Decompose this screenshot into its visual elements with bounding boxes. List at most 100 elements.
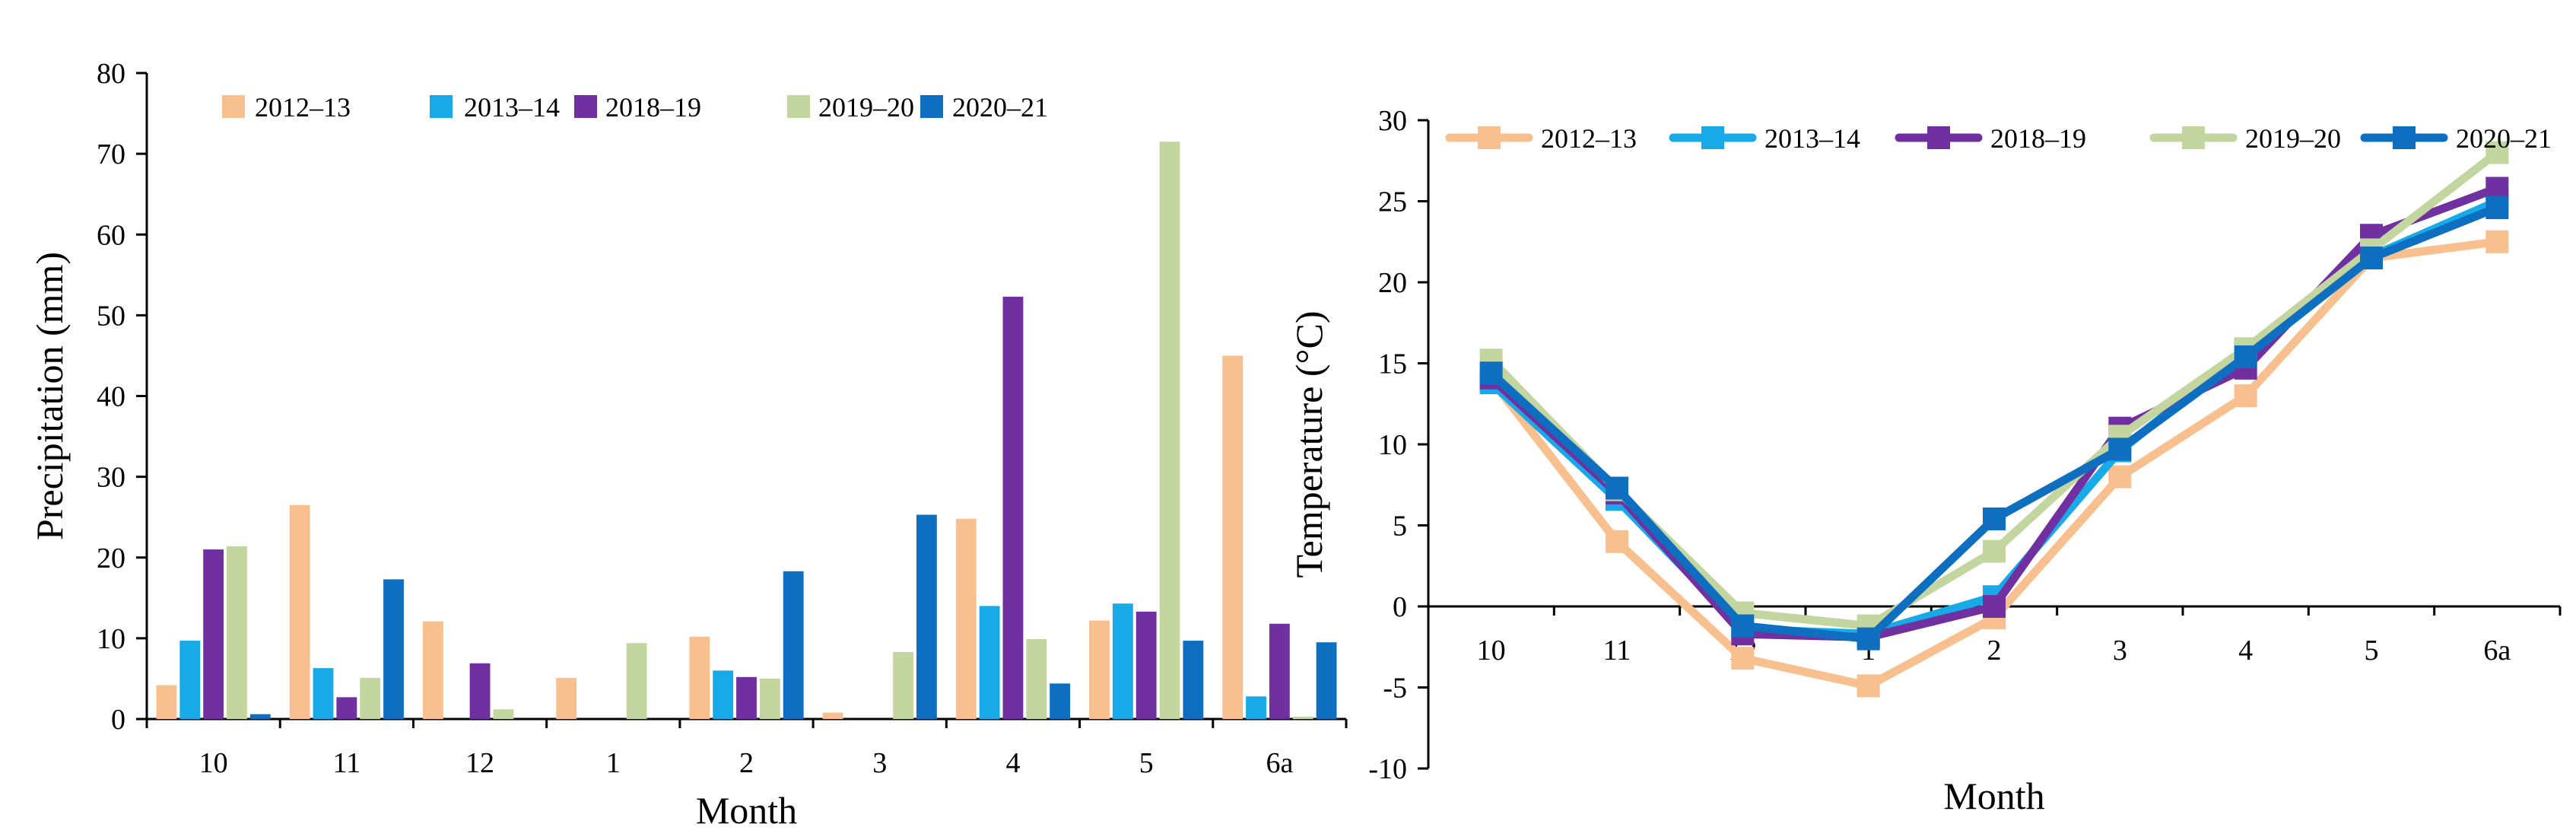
data-point (2485, 196, 2509, 220)
y-tick-label: 20 (1378, 267, 1407, 299)
y-tick-label: 80 (97, 58, 125, 90)
bar (1136, 611, 1157, 719)
legend-label: 2020–21 (2456, 123, 2552, 154)
bar (689, 636, 710, 719)
y-tick-label: 20 (97, 542, 125, 574)
bar (493, 709, 514, 719)
legend-label: 2013–14 (464, 92, 560, 123)
data-point (1857, 627, 1880, 651)
y-tick-label: 15 (1378, 348, 1407, 380)
bar (313, 668, 334, 719)
data-point (1983, 539, 2006, 563)
legend: 2012–13 2013–14 2018–19 2019–20 2020–21 (222, 92, 1048, 123)
legend-marker (1701, 126, 1724, 149)
bar (783, 571, 804, 719)
x-tick-label: 11 (1603, 635, 1631, 667)
bar (736, 676, 757, 719)
legend-marker (2182, 126, 2205, 149)
data-point (1857, 674, 1880, 698)
x-tick-label: 11 (333, 747, 361, 779)
x-tick-label: 5 (1139, 747, 1154, 779)
x-tick-label: 10 (1477, 635, 1506, 667)
bar (1026, 638, 1047, 719)
legend-marker (2393, 126, 2416, 149)
legend-swatch (574, 95, 597, 118)
bar (759, 678, 780, 719)
x-tick-label: 2 (739, 747, 754, 779)
bar (249, 714, 271, 719)
temperature-chart: -10-5051015202530101112123456aMonthTempe… (1288, 105, 2562, 817)
legend: 2012–13 2013–14 2018–19 2019–20 2020–21 (1445, 123, 2552, 154)
bar (916, 514, 937, 719)
legend-swatch (222, 95, 245, 118)
legend-label: 2012–13 (255, 92, 351, 123)
legend-label: 2020–21 (952, 92, 1048, 123)
bar (1089, 620, 1110, 719)
data-point (1606, 530, 1628, 553)
y-tick-label: 10 (1378, 429, 1407, 461)
data-point (2485, 177, 2509, 200)
y-tick-label: 0 (111, 704, 125, 736)
bar (1050, 683, 1071, 719)
bar (1002, 296, 1024, 719)
x-tick-label: 4 (2238, 635, 2253, 667)
bar (422, 621, 443, 719)
x-tick-label: 4 (1005, 747, 1020, 779)
y-tick-label: 30 (97, 462, 125, 494)
bar (1159, 142, 1180, 720)
x-tick-label: 5 (2365, 635, 2379, 667)
data-point (2485, 230, 2509, 253)
data-point (2108, 465, 2132, 488)
bar (203, 549, 224, 719)
x-tick-label: 3 (872, 747, 887, 779)
legend-label: 2018–19 (605, 92, 701, 123)
y-tick-label: 50 (97, 300, 125, 332)
bar (156, 685, 177, 719)
x-tick-label: 6a (1266, 747, 1293, 779)
data-point (1606, 476, 1628, 500)
legend-label: 2018–19 (1990, 123, 2086, 154)
y-axis-title: Temperature (°C) (1288, 310, 1330, 578)
data-point (1479, 361, 1503, 385)
legend-swatch (787, 95, 810, 118)
bar (556, 677, 577, 719)
data-point (1983, 595, 2006, 618)
bar (383, 579, 404, 719)
bar (179, 641, 201, 719)
y-tick-label: -5 (1383, 673, 1407, 705)
y-tick-label: 10 (97, 623, 125, 655)
y-tick-label: 30 (1378, 105, 1407, 137)
bar (1246, 696, 1266, 719)
x-tick-label: 2 (1987, 635, 2002, 667)
bar (289, 504, 310, 719)
data-point (2234, 384, 2257, 408)
x-tick-label: 10 (199, 747, 228, 779)
data-point (1731, 647, 1755, 670)
y-tick-label: 40 (97, 381, 125, 413)
data-point (1983, 507, 2006, 530)
x-tick-label: 6a (2483, 635, 2511, 667)
bar (1292, 716, 1313, 719)
data-point (2234, 345, 2257, 368)
y-axis-title: Precipitation (mm) (28, 252, 71, 540)
bar (336, 697, 357, 719)
bar (1222, 355, 1244, 719)
x-tick-label: 3 (2113, 635, 2127, 667)
x-tick-label: 1 (606, 747, 621, 779)
bar (1112, 603, 1133, 719)
legend-marker (1478, 126, 1501, 149)
data-point (2360, 247, 2383, 270)
data-point (1731, 614, 1755, 638)
bar (1183, 641, 1204, 719)
bar (979, 606, 1000, 719)
bar (626, 643, 647, 719)
legend-label: 2013–14 (1764, 123, 1860, 154)
bar (469, 663, 491, 719)
y-tick-label: -10 (1368, 753, 1407, 785)
y-tick-label: 0 (1393, 591, 1407, 623)
bar (893, 651, 913, 719)
bar (360, 677, 381, 719)
